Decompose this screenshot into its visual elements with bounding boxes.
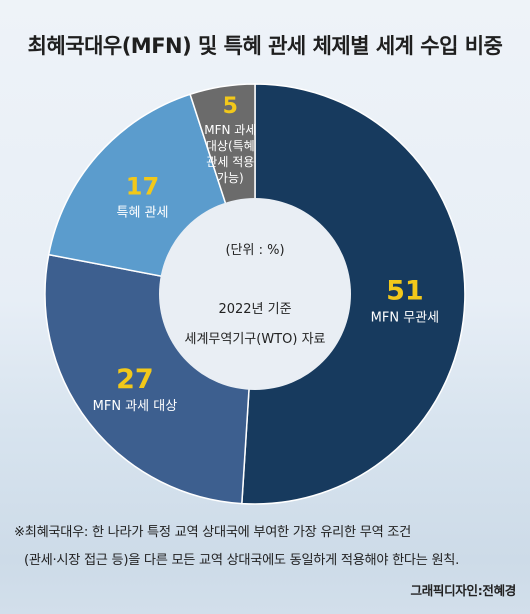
- footnote-line-2: (관세·시장 접근 등)을 다른 모든 교역 상대국에도 동일하게 적용해야 한…: [24, 553, 460, 568]
- category-label-mfn-dutiable-preference-eligible-line-1: MFN 과세: [204, 123, 256, 137]
- center-source: 세계무역기구(WTO) 자료: [185, 332, 326, 347]
- slice-mfn-duty-free: [241, 83, 466, 505]
- center-unit: (단위 : %): [225, 243, 284, 258]
- value-label-mfn-dutiable-preference-eligible: 5: [223, 94, 238, 119]
- footnote-line-1: ※최혜국대우: 한 나라가 특정 교역 상대국에 부여한 가장 유리한 무역 조…: [14, 525, 411, 540]
- graphic-credit: 그래픽디자인:전혜경: [410, 583, 517, 598]
- value-label-mfn-dutiable: 27: [116, 364, 154, 395]
- value-label-preferential-tariff: 17: [126, 172, 159, 200]
- value-label-mfn-duty-free: 51: [386, 276, 424, 307]
- chart-title: 최혜국대우(MFN) 및 특혜 관세 체제별 세계 수입 비중: [27, 34, 503, 58]
- category-label-mfn-dutiable-preference-eligible-line-2: 대상(특혜: [206, 139, 255, 153]
- category-label-mfn-dutiable-preference-eligible-line-3: 관세 적용: [206, 155, 254, 169]
- category-label-mfn-dutiable: MFN 과세 대상: [93, 399, 178, 414]
- slice-labels: 51 MFN 무관세 27 MFN 과세 대상 17 특혜 관세 5 MFN 과세대상(특혜관…: [93, 94, 439, 414]
- slices: [44, 83, 466, 505]
- center-year: 2022년 기준: [218, 302, 291, 317]
- category-label-mfn-dutiable-preference-eligible-line-4: 가능): [217, 171, 244, 185]
- category-label-preferential-tariff: 특혜 관세: [117, 205, 169, 220]
- donut-hole: [159, 198, 351, 390]
- category-label-mfn-duty-free: MFN 무관세: [371, 311, 439, 326]
